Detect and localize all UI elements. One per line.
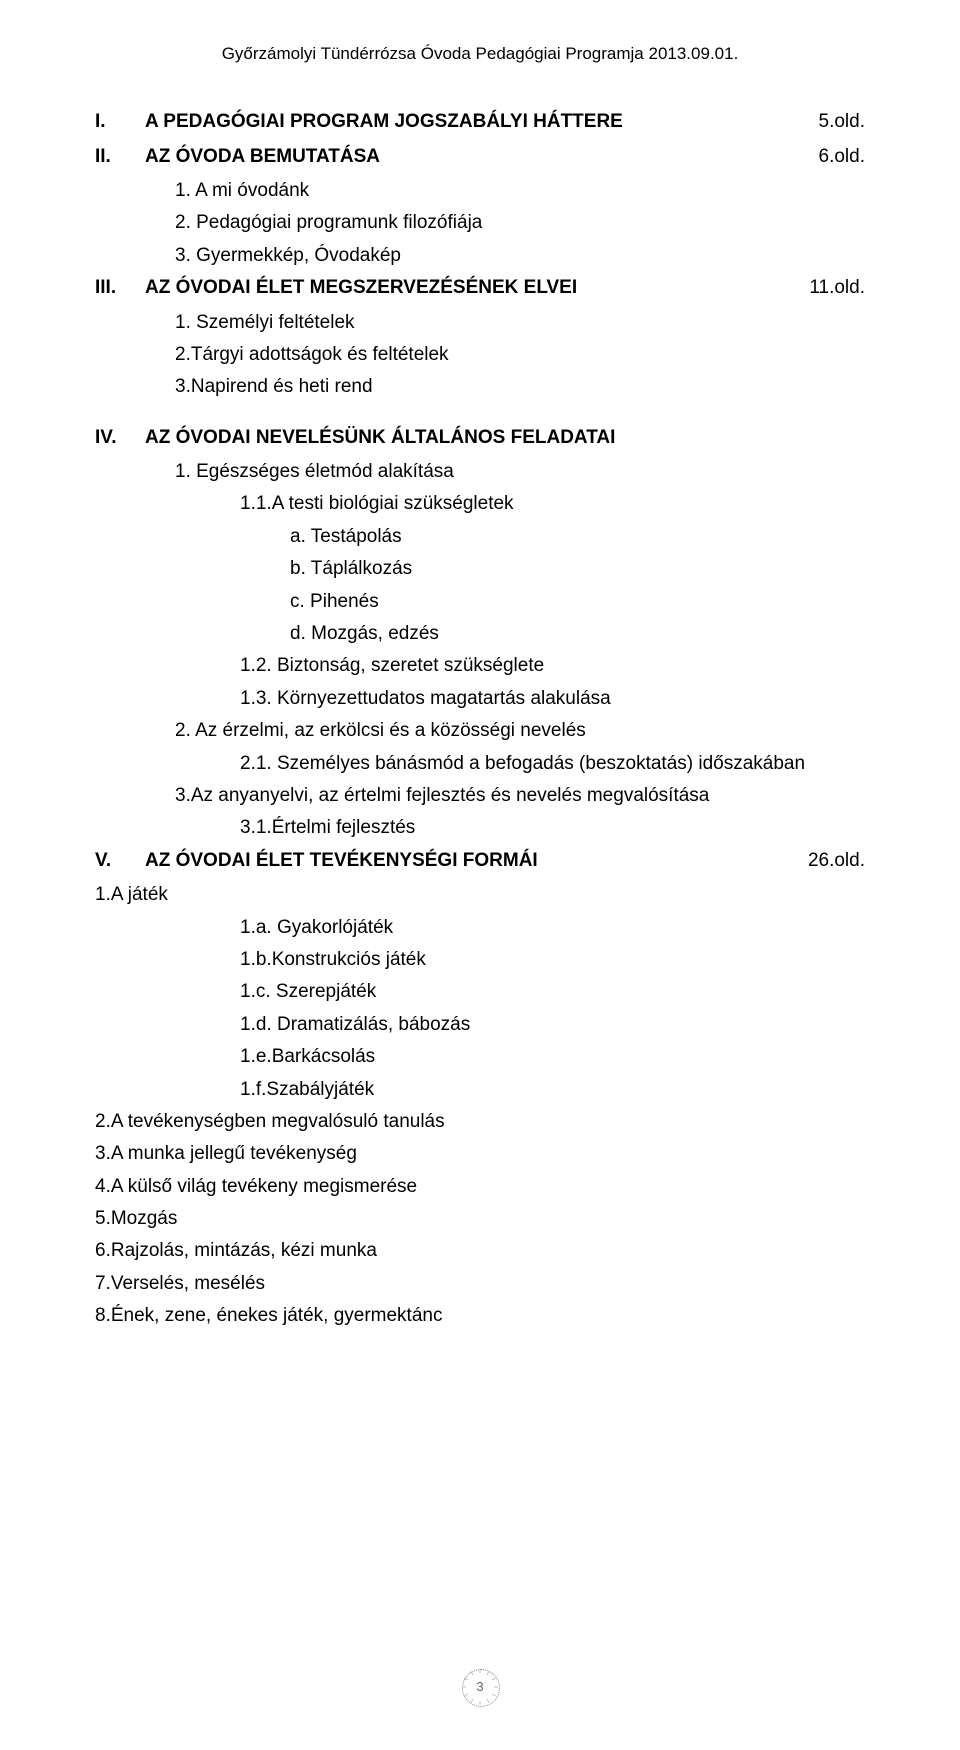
page-ref <box>785 423 865 453</box>
toc-sub-item: 1. A mi óvodánk <box>95 176 865 206</box>
toc-sub-item-l2: 3.1.Értelmi fejlesztés <box>95 813 865 843</box>
toc-sub-item-l3: d. Mozgás, edzés <box>95 619 865 649</box>
toc-sub-item-l3: c. Pihenés <box>95 587 865 617</box>
toc-section-2: II. AZ ÓVODA BEMUTATÁSA 6.old. <box>95 142 865 172</box>
page-ref: 26.old. <box>785 846 865 876</box>
toc-sub-item: 3.Napirend és heti rend <box>95 372 865 402</box>
toc-sub-item-l2: 1.f.Szabályjáték <box>95 1075 865 1105</box>
page-ref: 6.old. <box>785 142 865 172</box>
toc-section-1: I. A PEDAGÓGIAI PROGRAM JOGSZABÁLYI HÁTT… <box>95 107 865 137</box>
toc-sub-item-l2: 1.1.A testi biológiai szükségletek <box>95 489 865 519</box>
toc-section-4: IV. AZ ÓVODAI NEVELÉSÜNK ÁLTALÁNOS FELAD… <box>95 423 865 453</box>
toc-sub-item-l2: 1.2. Biztonság, szeretet szükséglete <box>95 651 865 681</box>
page-number: 3 <box>476 1679 483 1694</box>
toc-sub-item: 5.Mozgás <box>95 1204 865 1234</box>
toc-sub-item: 3.Az anyanyelvi, az értelmi fejlesztés é… <box>95 781 865 811</box>
roman-numeral: IV. <box>95 423 145 453</box>
roman-numeral: V. <box>95 846 145 876</box>
toc-section-3: III. AZ ÓVODAI ÉLET MEGSZERVEZÉSÉNEK ELV… <box>95 273 865 303</box>
toc-sub-item: 7.Verselés, mesélés <box>95 1269 865 1299</box>
toc-sub-item: 1. Egészséges életmód alakítása <box>95 457 865 487</box>
toc-sub-item: 1. Személyi feltételek <box>95 308 865 338</box>
toc-sub-item: 2. Az érzelmi, az erkölcsi és a közösség… <box>95 716 865 746</box>
toc-sub-item-l2: 1.c. Szerepjáték <box>95 977 865 1007</box>
toc-sub-item-l2: 1.d. Dramatizálás, bábozás <box>95 1010 865 1040</box>
section-title: AZ ÓVODA BEMUTATÁSA <box>145 142 785 172</box>
toc-sub-item-l2: 1.b.Konstrukciós játék <box>95 945 865 975</box>
toc-sub-item-l2: 1.3. Környezettudatos magatartás alakulá… <box>95 684 865 714</box>
toc-sub-item: 4.A külső világ tevékeny megismerése <box>95 1172 865 1202</box>
toc-sub-item: 6.Rajzolás, mintázás, kézi munka <box>95 1236 865 1266</box>
page-ref: 11.old. <box>785 273 865 303</box>
roman-numeral: II. <box>95 142 145 172</box>
document-header: Győrzámolyi Tündérrózsa Óvoda Pedagógiai… <box>95 40 865 67</box>
toc-sub-item-l3: a. Testápolás <box>95 522 865 552</box>
roman-numeral: III. <box>95 273 145 303</box>
page-ref: 5.old. <box>785 107 865 137</box>
toc-sub-item-l3: b. Táplálkozás <box>95 554 865 584</box>
section-title: AZ ÓVODAI ÉLET TEVÉKENYSÉGI FORMÁI <box>145 846 785 876</box>
toc-sub-item: 2. Pedagógiai programunk filozófiája <box>95 208 865 238</box>
toc-sub-item-l2: 1.a. Gyakorlójáték <box>95 913 865 943</box>
page-number-badge: 3 <box>462 1669 498 1705</box>
toc-sub-item: 3.A munka jellegű tevékenység <box>95 1139 865 1169</box>
section-title: AZ ÓVODAI ÉLET MEGSZERVEZÉSÉNEK ELVEI <box>145 273 785 303</box>
toc-sub-item: 8.Ének, zene, énekes játék, gyermektánc <box>95 1301 865 1331</box>
toc-sub-item: 2.A tevékenységben megvalósuló tanulás <box>95 1107 865 1137</box>
toc-sub-item-l2: 1.e.Barkácsolás <box>95 1042 865 1072</box>
toc-sub-item-l2: 2.1. Személyes bánásmód a befogadás (bes… <box>95 749 865 779</box>
toc-sub-item: 2.Tárgyi adottságok és feltételek <box>95 340 865 370</box>
roman-numeral: I. <box>95 107 145 137</box>
section-title: A PEDAGÓGIAI PROGRAM JOGSZABÁLYI HÁTTERE <box>145 107 785 137</box>
section-title: AZ ÓVODAI NEVELÉSÜNK ÁLTALÁNOS FELADATAI <box>145 423 785 453</box>
toc-sub-item: 1.A játék <box>95 880 865 910</box>
toc-sub-item: 3. Gyermekkép, Óvodakép <box>95 241 865 271</box>
toc-section-5: V. AZ ÓVODAI ÉLET TEVÉKENYSÉGI FORMÁI 26… <box>95 846 865 876</box>
